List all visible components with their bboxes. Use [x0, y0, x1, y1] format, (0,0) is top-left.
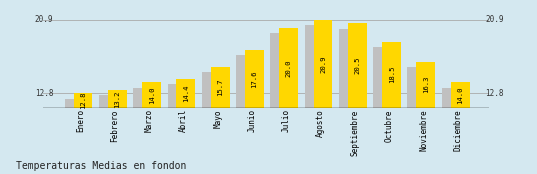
Text: 16.3: 16.3 [423, 76, 429, 93]
Text: 14.0: 14.0 [149, 86, 155, 104]
Bar [270, 33, 289, 108]
Text: 12.8: 12.8 [80, 92, 86, 109]
Bar [417, 62, 436, 108]
Bar [382, 42, 401, 108]
Bar [314, 20, 332, 108]
Text: 20.9: 20.9 [320, 55, 326, 73]
Bar [245, 50, 264, 108]
Bar [177, 79, 195, 108]
Text: 20.5: 20.5 [354, 57, 360, 74]
Text: 20.9: 20.9 [35, 15, 53, 24]
Bar [304, 25, 323, 108]
Bar [408, 67, 426, 108]
Bar [373, 47, 392, 108]
Text: 15.7: 15.7 [217, 79, 223, 96]
Bar [74, 93, 92, 108]
Bar [236, 55, 255, 108]
Text: 14.0: 14.0 [457, 86, 463, 104]
Bar [142, 82, 161, 108]
Bar [168, 84, 186, 108]
Text: 20.9: 20.9 [485, 15, 504, 24]
Bar [202, 72, 221, 108]
Bar [133, 88, 152, 108]
Text: 12.8: 12.8 [35, 89, 53, 98]
Bar [451, 82, 469, 108]
Bar [279, 28, 298, 108]
Bar [348, 23, 367, 108]
Bar [64, 99, 83, 108]
Text: 18.5: 18.5 [389, 66, 395, 84]
Text: 20.0: 20.0 [286, 59, 292, 77]
Text: Temperaturas Medias en fondon: Temperaturas Medias en fondon [16, 161, 186, 171]
Text: 17.6: 17.6 [251, 70, 257, 88]
Text: 13.2: 13.2 [114, 90, 120, 108]
Text: 12.8: 12.8 [485, 89, 504, 98]
Bar [339, 29, 358, 108]
Bar [108, 90, 127, 108]
Bar [211, 67, 230, 108]
Bar [442, 88, 461, 108]
Bar [99, 95, 118, 108]
Text: 14.4: 14.4 [183, 85, 189, 102]
